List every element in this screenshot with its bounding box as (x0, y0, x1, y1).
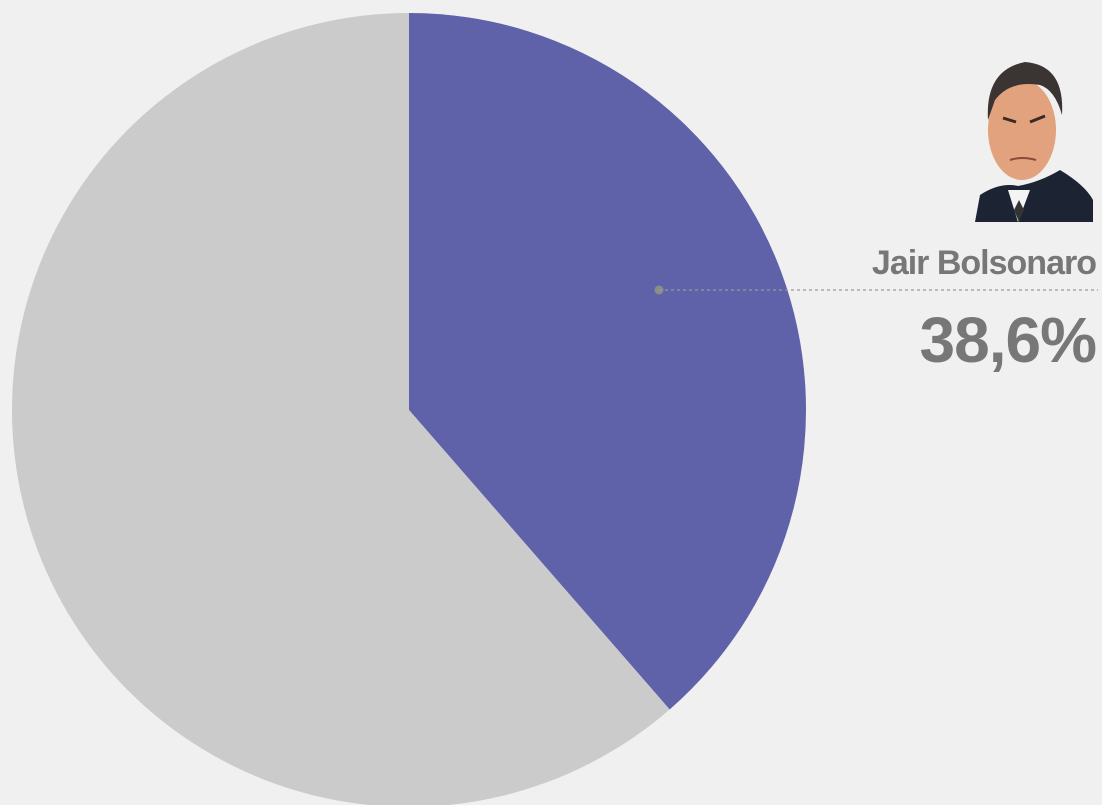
pie-slice (12, 13, 670, 805)
pie (12, 13, 806, 805)
slice-label: Jair Bolsonaro (872, 244, 1096, 282)
portrait (975, 60, 1093, 222)
pie-slice (409, 13, 806, 710)
value-label: 38,6% (920, 304, 1097, 376)
